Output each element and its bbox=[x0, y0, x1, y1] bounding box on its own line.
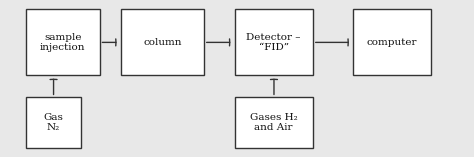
Text: Gases H₂
and Air: Gases H₂ and Air bbox=[250, 113, 298, 132]
Bar bbox=[121, 9, 204, 75]
Text: computer: computer bbox=[367, 38, 418, 47]
Text: Detector –
“FID”: Detector – “FID” bbox=[246, 33, 301, 52]
Text: sample
injection: sample injection bbox=[40, 33, 85, 52]
Bar bbox=[26, 97, 81, 148]
Text: Gas
N₂: Gas N₂ bbox=[44, 113, 63, 132]
Bar bbox=[26, 9, 100, 75]
Bar bbox=[235, 9, 313, 75]
Bar bbox=[235, 97, 313, 148]
Text: column: column bbox=[143, 38, 182, 47]
Bar bbox=[353, 9, 431, 75]
